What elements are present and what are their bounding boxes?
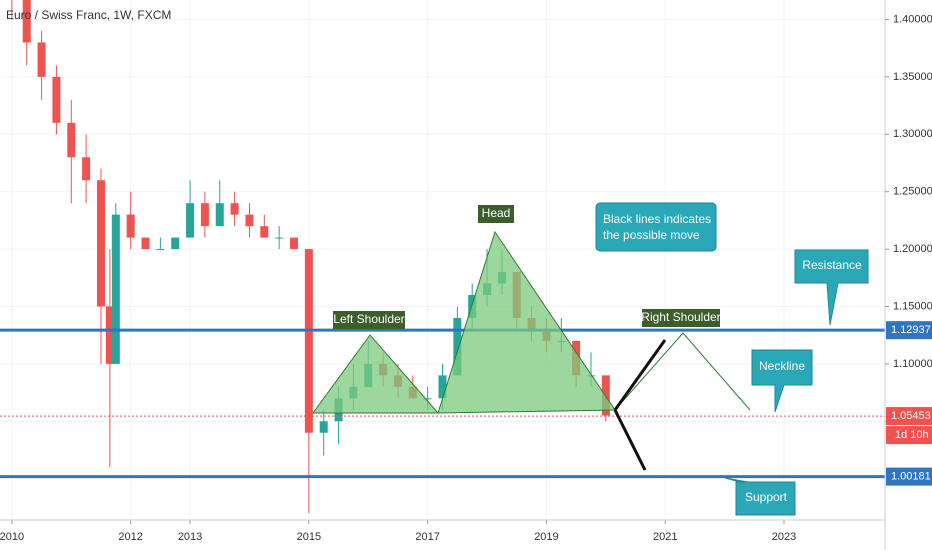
label-box (333, 311, 405, 329)
candle-body (453, 317, 462, 376)
x-tick-label: 2012 (118, 531, 142, 543)
candle-body (96, 180, 105, 307)
x-tick-label: 2023 (772, 531, 796, 543)
possible-move-up (613, 339, 667, 411)
callout (751, 349, 813, 413)
candle-body (111, 214, 120, 364)
y-tick-label: 1.10000 (893, 358, 932, 370)
resistance-label: Resistance (802, 258, 862, 272)
candle-body (52, 76, 61, 123)
left-shoulder-shape (312, 334, 440, 414)
candle-body (260, 226, 269, 238)
candle-body (601, 375, 610, 416)
price-tag (886, 407, 932, 426)
y-tick-label: 1.25000 (893, 186, 932, 198)
callout (595, 202, 717, 252)
left-shoulder-label: Left Shoulder (333, 312, 404, 326)
projection-line (614, 332, 751, 411)
y-tick-label: 1.30000 (893, 128, 932, 140)
candle-body (290, 237, 299, 250)
x-tick-label: 2010 (0, 531, 24, 543)
x-tick-label: 2013 (178, 531, 202, 543)
x-tick-label: 2015 (297, 531, 321, 543)
candle-body (423, 398, 432, 400)
candle-body (141, 237, 150, 250)
y-tick-label: 1.15000 (893, 300, 932, 312)
label-box (478, 205, 514, 223)
right-shoulder-label: Right Shoulder (641, 310, 720, 324)
candle-body (230, 203, 239, 215)
x-tick-label: 2019 (534, 531, 558, 543)
chart-title: Euro / Swiss Franc, 1W, FXCM (6, 8, 171, 22)
support-label: Support (745, 490, 788, 504)
y-tick-label: 1.20000 (893, 243, 932, 255)
callout (724, 477, 796, 516)
x-tick-label: 2017 (415, 531, 439, 543)
candle-body (126, 214, 135, 238)
note-line: Black lines indicates (603, 212, 711, 226)
y-tick-label: 1.35000 (893, 71, 932, 83)
candle-body (186, 203, 195, 238)
price-tag-label: 1.05453 (891, 410, 931, 422)
candle-body (275, 237, 284, 239)
candle-body (37, 42, 46, 77)
candle-body (156, 249, 165, 251)
candle-body (304, 249, 313, 433)
neckline-label: Neckline (759, 359, 805, 373)
y-tick-label: 1.40000 (893, 13, 932, 25)
candle-body (215, 203, 224, 227)
note-line: the possible move (603, 228, 700, 242)
price-tag-label: 1.12937 (891, 324, 931, 336)
countdown-label: 1d 10h (895, 429, 929, 441)
candle-body (105, 306, 114, 364)
candle-body (200, 203, 209, 227)
candle-body (22, 0, 31, 43)
possible-move-down (613, 409, 647, 471)
candle-body (67, 122, 76, 158)
countdown-tag (886, 426, 932, 445)
price-tag-label: 1.00181 (891, 471, 931, 483)
candle-body (82, 157, 91, 181)
head-shape (437, 230, 616, 414)
head-label: Head (482, 206, 511, 220)
x-tick-label: 2021 (653, 531, 677, 543)
callout (794, 249, 869, 326)
candle-body (171, 237, 180, 250)
candle-body (245, 214, 254, 227)
candle-body (319, 421, 328, 433)
label-box (642, 309, 720, 327)
price-tag (886, 467, 932, 486)
candle-body (438, 375, 447, 399)
price-tag (886, 321, 932, 340)
